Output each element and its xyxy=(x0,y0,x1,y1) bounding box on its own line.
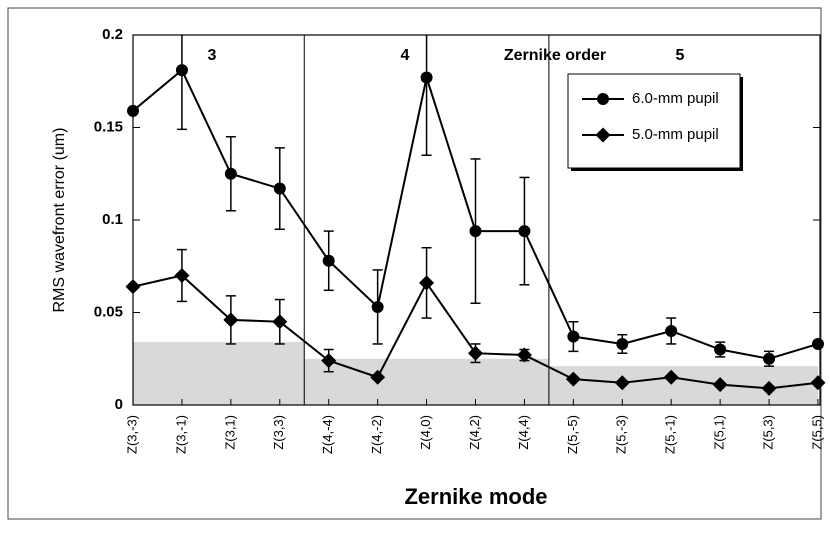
x-tick-label: Z(4,2) xyxy=(467,415,482,450)
order-label: 3 xyxy=(208,47,217,64)
point xyxy=(714,343,727,356)
y-tick-label: 0.1 xyxy=(102,211,123,228)
x-tick-label: Z(3,-3) xyxy=(124,415,139,454)
point xyxy=(322,254,335,267)
y-tick-label: 0.15 xyxy=(94,118,123,135)
point xyxy=(516,347,532,363)
point xyxy=(567,330,580,343)
point xyxy=(419,275,435,291)
y-tick-label: 0 xyxy=(115,396,123,413)
point xyxy=(663,369,679,385)
legend-box xyxy=(567,73,741,169)
point xyxy=(763,352,776,365)
point xyxy=(223,312,239,328)
point xyxy=(469,225,482,238)
x-tick-label: Z(3,1) xyxy=(222,415,237,450)
legend-marker xyxy=(595,127,611,143)
point xyxy=(616,337,629,350)
point xyxy=(371,300,384,313)
point xyxy=(175,64,188,77)
x-tick-label: Z(5,-3) xyxy=(614,415,629,454)
point xyxy=(125,279,141,295)
threshold-region xyxy=(133,342,305,405)
y-axis-label: RMS wavefront error (um) xyxy=(51,128,68,313)
point xyxy=(665,325,678,337)
point xyxy=(224,167,237,180)
point xyxy=(370,369,386,385)
y-tick-label: 0.2 xyxy=(102,26,123,43)
legend-label: 5.0-mm pupil xyxy=(632,126,719,143)
point xyxy=(565,371,581,387)
frame xyxy=(7,7,822,520)
point xyxy=(812,337,824,350)
x-tick-label: Z(5,3) xyxy=(761,415,776,450)
y-tick-label: 0.05 xyxy=(94,303,123,320)
x-tick-label: Z(4,-2) xyxy=(369,415,384,454)
order-title: Zernike order xyxy=(504,47,606,64)
x-tick-label: Z(5,-5) xyxy=(565,415,580,454)
x-tick-label: Z(4,-4) xyxy=(320,415,335,454)
point xyxy=(174,268,190,283)
legend-label: 6.0-mm pupil xyxy=(632,90,719,107)
point xyxy=(273,182,286,195)
point xyxy=(272,314,288,330)
x-tick-label: Z(3,-1) xyxy=(173,415,188,454)
x-tick-label: Z(5,5) xyxy=(809,415,824,450)
point xyxy=(321,353,337,369)
x-tick-label: Z(5,-1) xyxy=(663,415,678,454)
x-tick-label: Z(3,3) xyxy=(271,415,286,450)
point xyxy=(614,375,630,391)
x-tick-label: Z(5,1) xyxy=(712,415,727,450)
point xyxy=(810,375,826,391)
order-label: 4 xyxy=(401,47,410,64)
point xyxy=(761,380,777,396)
x-tick-label: Z(4,0) xyxy=(418,415,433,450)
threshold-region xyxy=(548,366,818,405)
point xyxy=(518,225,531,238)
legend-marker xyxy=(597,93,609,105)
point xyxy=(468,345,483,361)
order-label: 5 xyxy=(676,47,685,64)
x-axis-label: Zernike mode xyxy=(404,484,547,509)
point xyxy=(127,104,139,117)
x-tick-label: Z(4,4) xyxy=(516,415,531,450)
point xyxy=(712,377,728,393)
point xyxy=(420,71,433,84)
